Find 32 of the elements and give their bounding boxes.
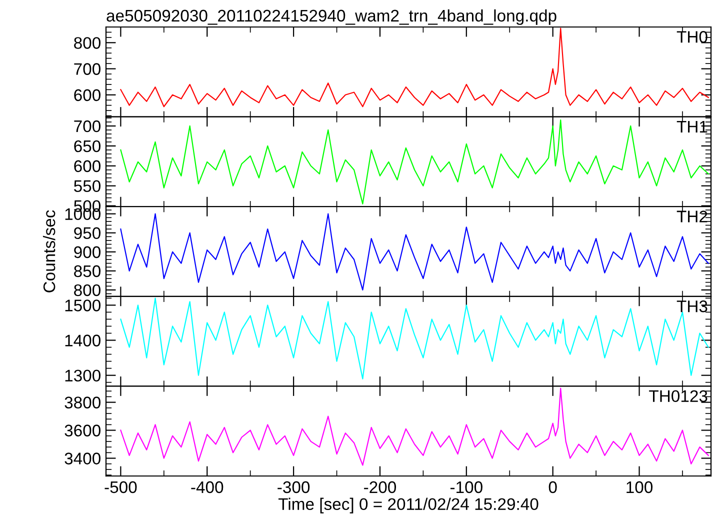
x-tick-label: -400 xyxy=(191,481,224,494)
y-tick-label: 850 xyxy=(74,265,100,278)
series-label: TH2 xyxy=(676,210,708,222)
x-tick-label: -500 xyxy=(104,481,137,494)
y-tick-label: 3600 xyxy=(64,424,100,436)
text: TH0123 xyxy=(649,390,708,402)
x-tick-label: -200 xyxy=(364,481,396,494)
y-axis-title: Counts/sec xyxy=(42,210,56,292)
x-axis-title: Time [sec] 0 = 2011/02/24 15:29:40 xyxy=(278,498,538,514)
x-tick-label: -300 xyxy=(278,481,310,494)
series-label: TH1 xyxy=(676,121,708,132)
y-tick-label: 600 xyxy=(74,160,100,172)
chart-title: ae505092030_20110224152940_wam2_trn_4band_long.qdp xyxy=(106,9,556,25)
text: TH0 xyxy=(676,31,708,43)
y-tick-label: 800 xyxy=(74,37,100,49)
x-tick-label: -100 xyxy=(450,481,482,494)
y-tick-label: 600 xyxy=(74,89,100,102)
y-tick-label: 1500 xyxy=(65,300,100,312)
x-tick-label: 0 xyxy=(548,481,557,494)
y-tick-label: 1300 xyxy=(65,370,100,382)
y-tick-label: 700 xyxy=(74,63,100,75)
y-tick-label: 1400 xyxy=(65,334,100,346)
y-tick-label: 700 xyxy=(74,120,100,132)
y-tick-label: 900 xyxy=(74,246,100,258)
y-tick-label: 550 xyxy=(74,180,100,192)
series-label: TH3 xyxy=(676,300,708,312)
y-tick-label: 650 xyxy=(74,140,100,152)
y-tick-label: 800 xyxy=(74,284,100,296)
y-tick-label: 3800 xyxy=(64,396,100,408)
y-tick-label: 950 xyxy=(74,227,100,240)
y-tick-label: 3400 xyxy=(64,452,100,464)
x-tick-label: 100 xyxy=(626,481,653,494)
